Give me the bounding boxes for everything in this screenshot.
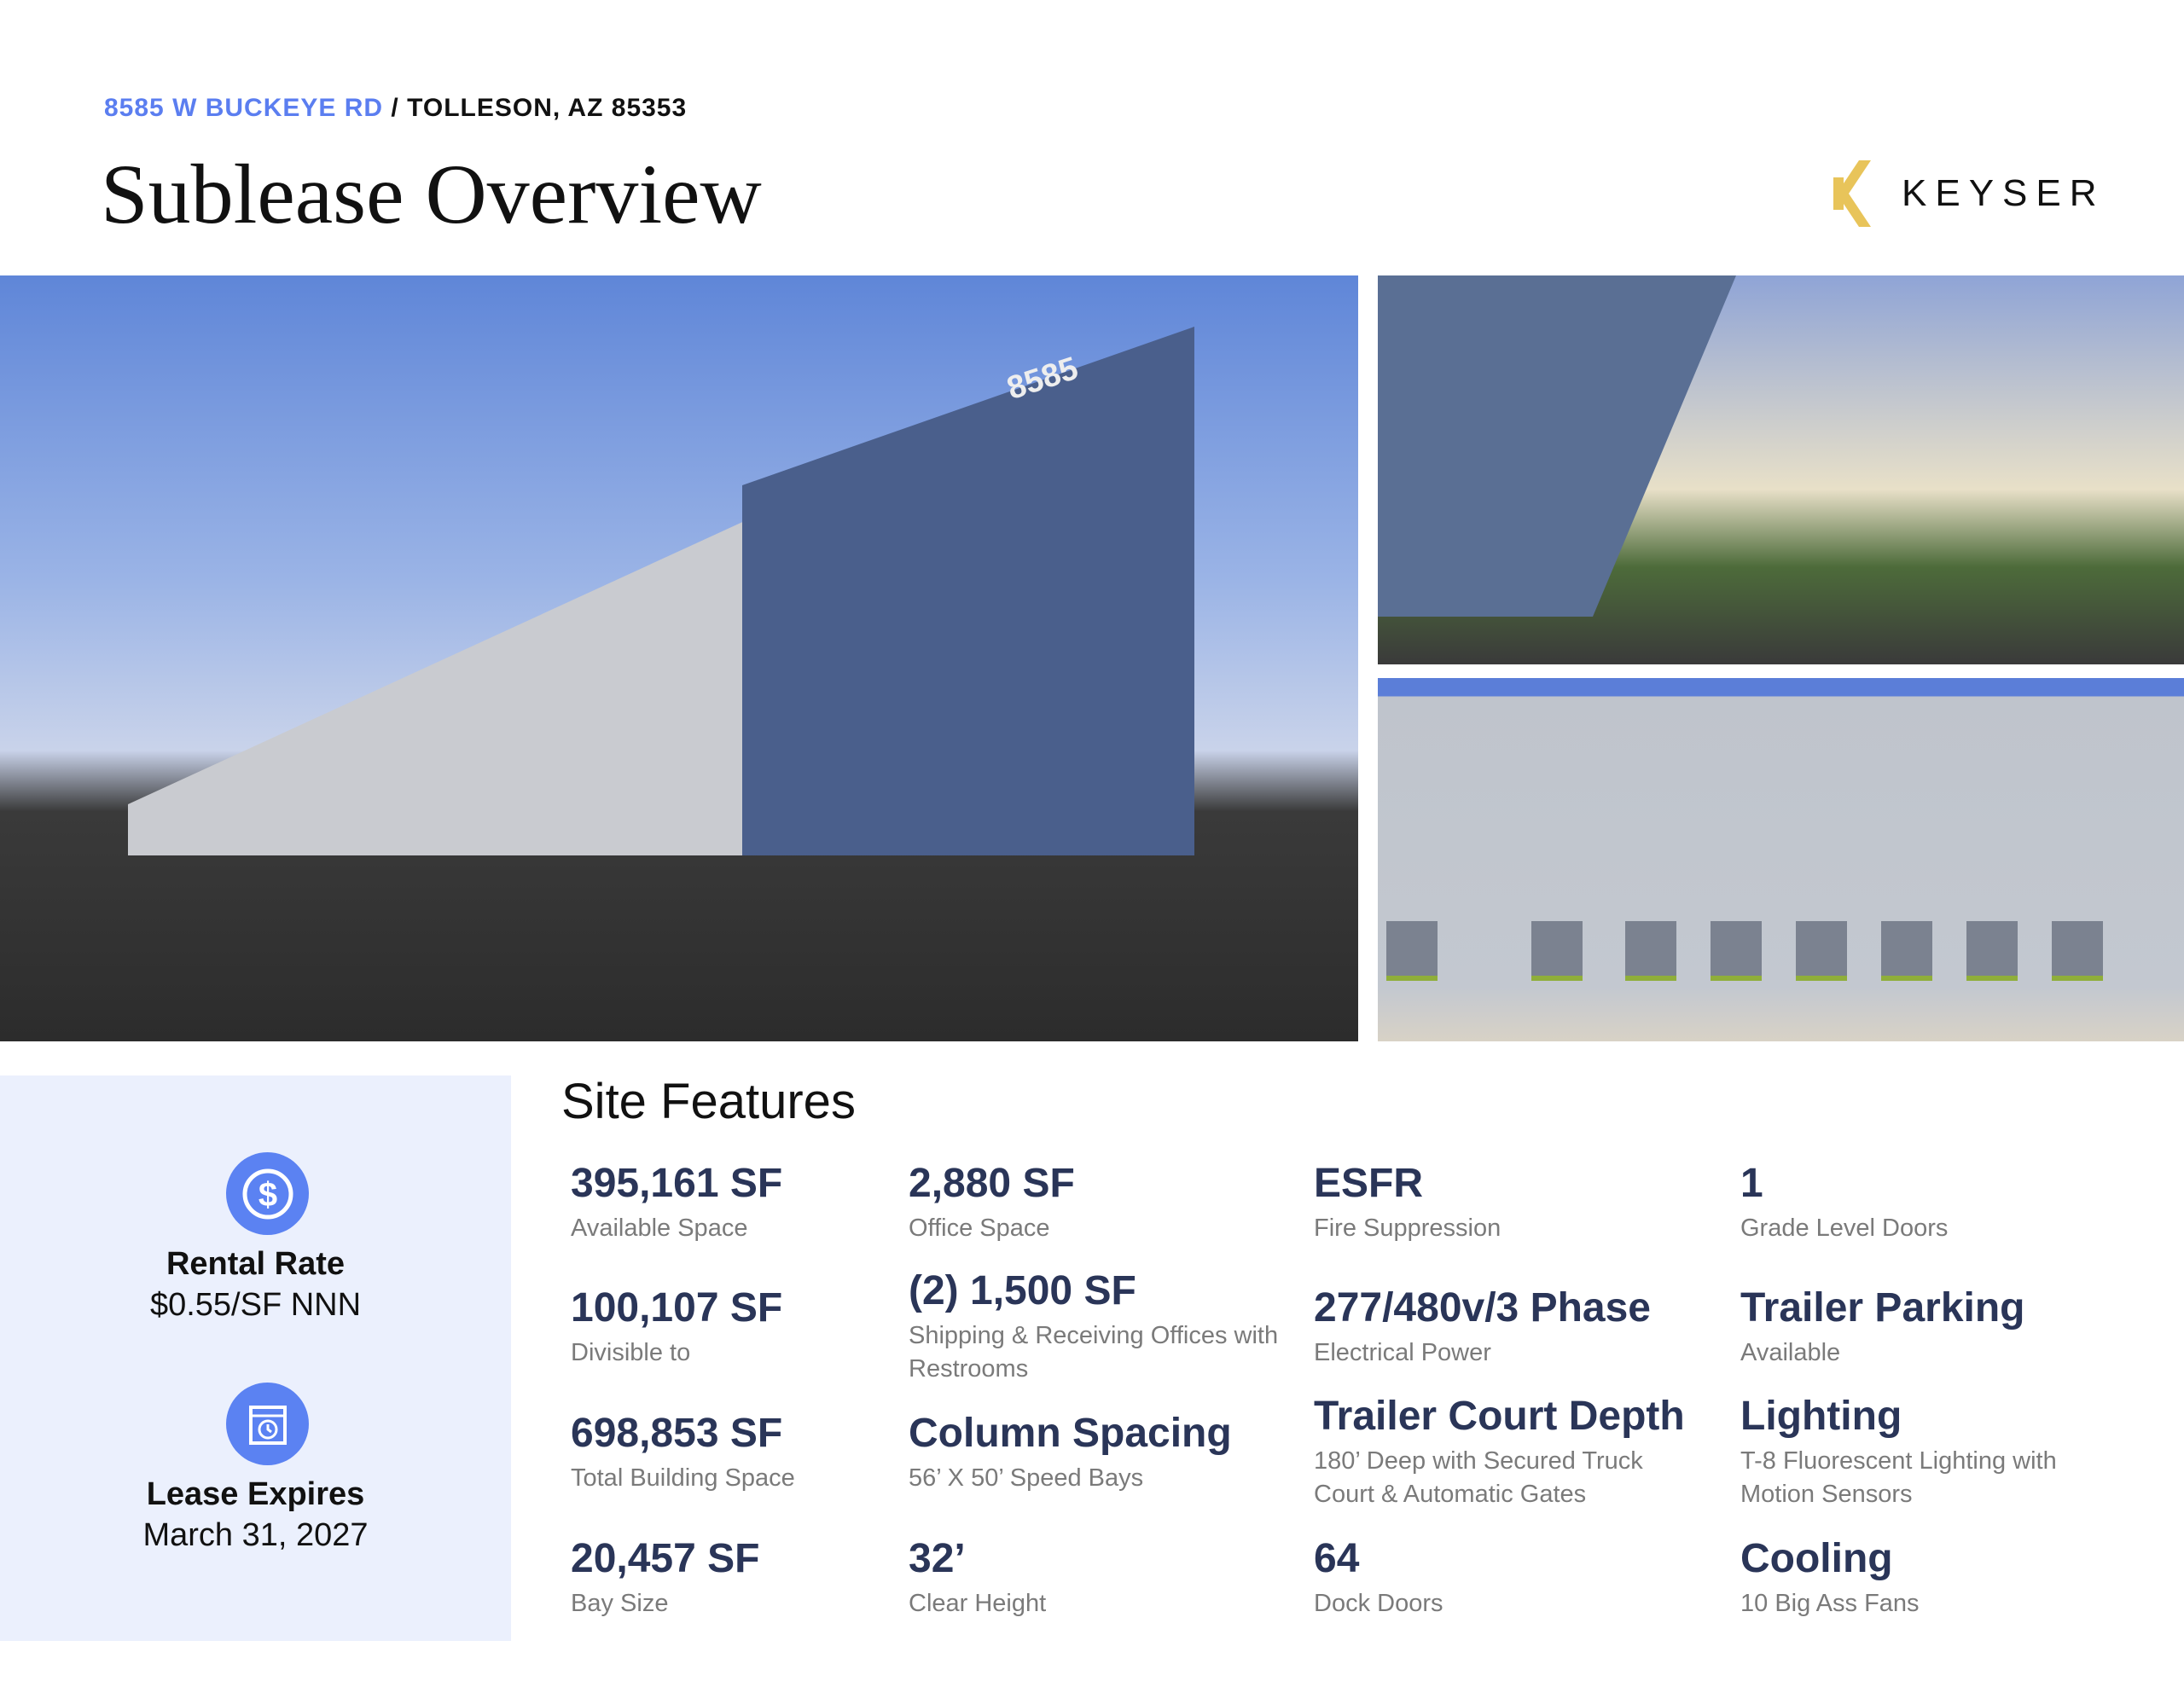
feature-item: Cooling 10 Big Ass Fans: [1740, 1536, 2133, 1620]
feature-item: (2) 1,500 SF Shipping & Receiving Offices…: [909, 1268, 1301, 1386]
feature-item: Trailer Court Depth 180’ Deep with Secure…: [1314, 1394, 1706, 1511]
feature-item: 64 Dock Doors: [1314, 1536, 1706, 1620]
feature-value: (2) 1,500 SF: [909, 1268, 1136, 1313]
summary-panel: $ Rental Rate $0.55/SF NNN Lease Expires…: [0, 1075, 511, 1641]
feature-item: Column Spacing 56’ X 50’ Speed Bays: [909, 1411, 1301, 1495]
feature-label: Total Building Space: [571, 1464, 795, 1492]
feature-value: Lighting: [1740, 1394, 1902, 1439]
feature-item: Lighting T-8 Fluorescent Lighting with Mo…: [1740, 1394, 2133, 1511]
feature-item: 1 Grade Level Doors: [1740, 1161, 2133, 1245]
feature-value: 2,880 SF: [909, 1161, 1075, 1206]
address: 8585 W BUCKEYE RD / TOLLESON, AZ 85353: [104, 94, 687, 123]
feature-item: ESFR Fire Suppression: [1314, 1161, 1706, 1245]
logo-text: KEYSER: [1902, 172, 2106, 214]
address-city: / TOLLESON, AZ 85353: [383, 94, 688, 122]
feature-value: Trailer Parking: [1740, 1285, 2025, 1330]
lease-expires-title: Lease Expires: [146, 1476, 365, 1512]
feature-item: 698,853 SF Total Building Space: [571, 1411, 963, 1495]
feature-label: Dock Doors: [1314, 1589, 1443, 1617]
feature-value: 32’: [909, 1536, 966, 1581]
calendar-clock-icon: [226, 1383, 309, 1465]
feature-label: 180’ Deep with Secured Truck Court & Aut…: [1314, 1446, 1643, 1508]
feature-label: 10 Big Ass Fans: [1740, 1589, 1920, 1617]
feature-label: Clear Height: [909, 1589, 1047, 1617]
feature-label: Electrical Power: [1314, 1338, 1491, 1366]
feature-label: Bay Size: [571, 1589, 669, 1617]
feature-item: 277/480v/3 Phase Electrical Power: [1314, 1285, 1706, 1370]
feature-item: 100,107 SF Divisible to: [571, 1285, 963, 1370]
feature-item: Trailer Parking Available: [1740, 1285, 2133, 1370]
feature-label: Grade Level Doors: [1740, 1214, 1949, 1242]
site-features-title: Site Features: [561, 1074, 856, 1129]
feature-value: 20,457 SF: [571, 1536, 760, 1581]
dollar-icon: $: [226, 1152, 309, 1235]
feature-value: 1: [1740, 1161, 1763, 1206]
feature-item: 32’ Clear Height: [909, 1536, 1301, 1620]
main-building-photo: 8585: [0, 275, 1358, 1041]
feature-label: Office Space: [909, 1214, 1050, 1242]
feature-label: Shipping & Receiving Offices with Restro…: [909, 1321, 1279, 1383]
page-title: Sublease Overview: [101, 147, 762, 241]
feature-value: ESFR: [1314, 1161, 1424, 1206]
feature-value: Trailer Court Depth: [1314, 1394, 1685, 1439]
feature-value: Cooling: [1740, 1536, 1893, 1581]
entrance-photo: [1378, 275, 2184, 664]
feature-value: Column Spacing: [909, 1411, 1232, 1456]
lease-expires-value: March 31, 2027: [142, 1517, 369, 1553]
rental-rate-title: Rental Rate: [166, 1246, 346, 1282]
feature-label: T-8 Fluorescent Lighting with Motion Sen…: [1740, 1446, 2057, 1508]
feature-item: 2,880 SF Office Space: [909, 1161, 1301, 1245]
feature-label: Divisible to: [571, 1338, 691, 1366]
dock-doors-photo: [1378, 678, 2184, 1041]
feature-item: 20,457 SF Bay Size: [571, 1536, 963, 1620]
feature-label: 56’ X 50’ Speed Bays: [909, 1464, 1144, 1492]
svg-text:$: $: [258, 1176, 276, 1214]
feature-value: 277/480v/3 Phase: [1314, 1285, 1651, 1330]
address-street: 8585 W BUCKEYE RD: [104, 94, 384, 122]
feature-label: Fire Suppression: [1314, 1214, 1502, 1242]
feature-item: 395,161 SF Available Space: [571, 1161, 963, 1245]
feature-label: Available: [1740, 1338, 1841, 1366]
feature-value: 64: [1314, 1536, 1360, 1581]
rental-rate-value: $0.55/SF NNN: [149, 1287, 362, 1323]
feature-value: 100,107 SF: [571, 1285, 783, 1330]
keyser-k-icon: [1833, 160, 1871, 227]
feature-label: Available Space: [571, 1214, 748, 1242]
feature-value: 395,161 SF: [571, 1161, 783, 1206]
feature-value: 698,853 SF: [571, 1411, 783, 1456]
keyser-logo: KEYSER: [1833, 160, 2106, 227]
